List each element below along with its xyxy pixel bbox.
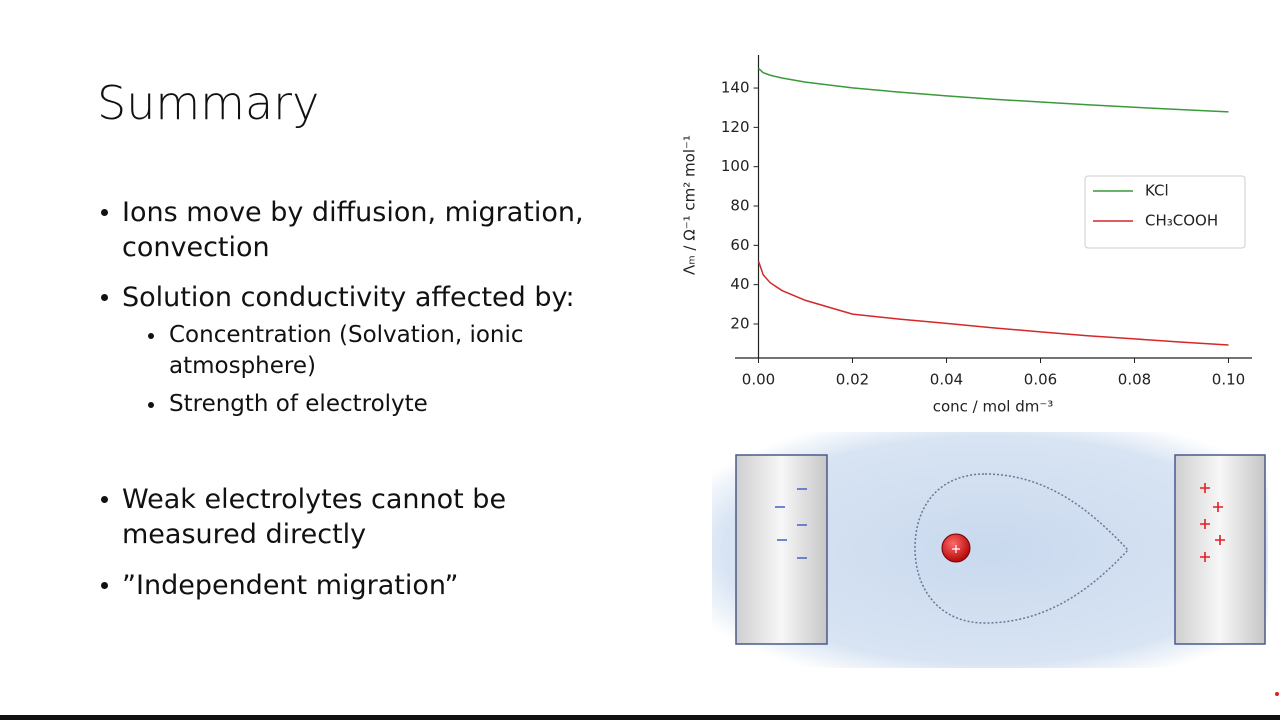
bullet: Weak electrolytes cannot be measured dir… — [122, 484, 507, 550]
legend-box — [1084, 175, 1246, 249]
x-tick-label: 0.06 — [1024, 371, 1057, 389]
x-tick-label: 0.02 — [836, 371, 869, 389]
x-tick-label: 0.08 — [1118, 371, 1151, 389]
line-series — [757, 260, 1229, 346]
bullet: Solution conductivity affected by: — [122, 282, 575, 313]
y-tick-label: 80 — [730, 197, 749, 215]
y-tick-label: 60 — [730, 236, 749, 254]
line-series — [757, 67, 1229, 113]
x-axis-label: conc / mol dm⁻³ — [933, 398, 1054, 416]
y-tick-label: 40 — [730, 275, 749, 293]
x-tick-label: 0.10 — [1212, 371, 1245, 389]
y-tick-label: 140 — [721, 79, 750, 97]
legend-label: CH₃COOH — [1145, 212, 1218, 230]
bullet-dot — [148, 333, 154, 339]
bullet-dot — [148, 402, 154, 408]
bullet: Ions move by diffusion, migration, conve… — [122, 197, 584, 263]
y-tick-label: 20 — [730, 314, 749, 332]
slide-title: Summary — [97, 76, 320, 130]
bullet-dot — [101, 496, 108, 503]
bullet-dot — [101, 582, 108, 589]
bullet-dot — [101, 209, 108, 216]
bottom-bar — [0, 715, 1280, 720]
x-tick-label: 0.00 — [742, 371, 775, 389]
sub-bullet: Concentration (Solvation, ionic atmosphe… — [169, 322, 524, 379]
x-tick-label: 0.04 — [930, 371, 963, 389]
y-tick-label: 100 — [721, 157, 750, 175]
bullet: ”Independent migration” — [122, 570, 459, 601]
bullet-dot — [101, 294, 108, 301]
legend-label: KCl — [1145, 182, 1169, 200]
y-tick-label: 120 — [721, 118, 750, 136]
y-axis-label: Λₘ / Ω⁻¹ cm² mol⁻¹ — [681, 135, 699, 275]
sub-bullet: Strength of electrolyte — [169, 391, 428, 417]
